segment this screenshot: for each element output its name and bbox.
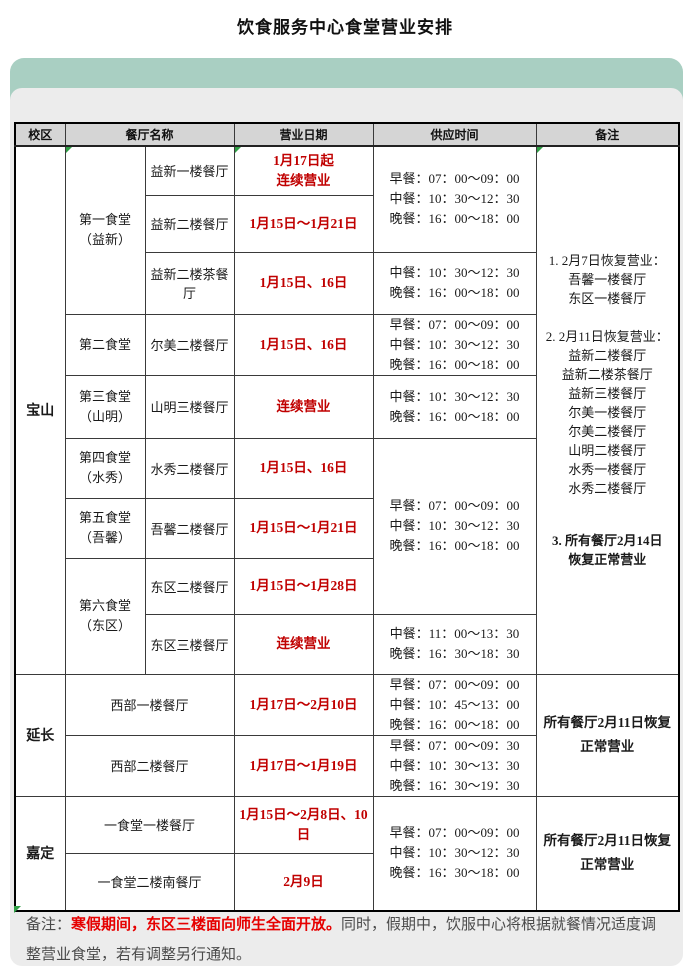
cell-campus-yanchang: 延长 bbox=[14, 673, 66, 797]
cell-hours-xibu-1f: 早餐：07：00～09：00 中餐：10：45～13：00 晚餐：16：00～1… bbox=[372, 673, 537, 736]
cell-date-yixin-1f: 1月17日起 连续营业 bbox=[233, 145, 374, 196]
cell-rest-yixin-2f-tea: 益新二楼茶餐厅 bbox=[144, 251, 235, 315]
header-remarks: 备注 bbox=[535, 122, 680, 147]
cell-rest-yixin-1f: 益新一楼餐厅 bbox=[144, 145, 235, 196]
cell-date-ermei-2f: 1月15日、16日 bbox=[233, 313, 374, 376]
cell-hours-yixin-tea: 中餐：10：30～12：30 晚餐：16：00～18：00 bbox=[372, 251, 537, 315]
table-header-row: 校区 餐厅名称 营业日期 供应时间 备注 bbox=[14, 122, 680, 147]
cell-canteen-5: 第五食堂 （吾馨） bbox=[64, 497, 146, 559]
footnote-prefix: 备注： bbox=[26, 916, 72, 933]
cell-date-xibu-2f: 1月17日～1月19日 bbox=[233, 734, 374, 797]
cell-remark-yanchang: 所有餐厅2月11日恢复 正常营业 bbox=[535, 673, 680, 797]
cell-rest-shanming-3f: 山明三楼餐厅 bbox=[144, 374, 235, 439]
cell-canteen-3: 第三食堂 （山明） bbox=[64, 374, 146, 439]
row-xibu-2f: 西部二楼餐厅 1月17日～1月19日 早餐：07：00～09：30 中餐：10：… bbox=[15, 734, 679, 797]
page-title: 饮食服务中心食堂营业安排 bbox=[237, 18, 453, 37]
cell-campus-baoshan: 宝山 bbox=[14, 145, 66, 675]
row-xibu-1f: 延长 西部一楼餐厅 1月17日～2月10日 早餐：07：00～09：00 中餐：… bbox=[14, 673, 680, 797]
cell-hours-xibu-2f: 早餐：07：00～09：30 中餐：10：30～13：30 晚餐：16：30～1… bbox=[372, 734, 537, 797]
cell-date-shanming-3f: 连续营业 bbox=[233, 374, 374, 439]
cell-remark-baoshan: 1. 2月7日恢复营业： 吾馨一楼餐厅 东区一楼餐厅 2. 2月11日恢复营业：… bbox=[535, 145, 680, 675]
cell-canteen-4: 第四食堂 （水秀） bbox=[64, 437, 146, 499]
cell-rest-xibu-2f: 西部二楼餐厅 bbox=[64, 734, 235, 797]
cell-hours-shanming: 中餐：10：30～12：30 晚餐：16：00～18：00 bbox=[372, 374, 537, 439]
cell-rest-wuxin-2f: 吾馨二楼餐厅 bbox=[144, 497, 235, 559]
remark-baoshan-items: 1. 2月7日恢复营业： 吾馨一楼餐厅 东区一楼餐厅 2. 2月11日恢复营业：… bbox=[545, 253, 669, 497]
cell-date-yishitang-2f-south: 2月9日 bbox=[233, 852, 374, 912]
cell-date-shuixiu-2f: 1月15日、16日 bbox=[233, 437, 374, 499]
cell-date-dongqu-2f: 1月15日～1月28日 bbox=[233, 557, 374, 615]
cell-rest-yixin-2f: 益新二楼餐厅 bbox=[144, 194, 235, 253]
cell-rest-yishitang-2f-south: 一食堂二楼南餐厅 bbox=[64, 852, 235, 912]
cell-canteen-6: 第六食堂 （东区） bbox=[64, 557, 146, 675]
row-yishitang-2f-south: 一食堂二楼南餐厅 2月9日 bbox=[15, 852, 679, 912]
row-dongqu-3f: 东区三楼餐厅 连续营业 中餐：11：00～13：30 晚餐：16：30～18：3… bbox=[15, 613, 679, 675]
cell-hours-dongqu-3f: 中餐：11：00～13：30 晚餐：16：30～18：30 bbox=[372, 613, 537, 675]
row-yixin-2f-tea: 益新二楼茶餐厅 1月15日、16日 中餐：10：30～12：30 晚餐：16：0… bbox=[15, 251, 679, 315]
schedule-table: 校区 餐厅名称 营业日期 供应时间 备注 宝山 第一食堂 （益新） 益新一楼餐厅… bbox=[14, 122, 681, 912]
cell-date-yishitang-1f: 1月15日～2月8日、10日 bbox=[233, 795, 374, 854]
footnote-rest: 同时，假期中，饮服中心将根据就餐情况适度调整营业食堂，若有调整另行通知。 bbox=[26, 916, 657, 963]
header-business-dates: 营业日期 bbox=[233, 122, 374, 147]
green-corner-mark bbox=[14, 906, 21, 913]
cell-remark-jiading: 所有餐厅2月11日恢复 正常营业 bbox=[535, 795, 680, 912]
row-yishitang-1f: 嘉定 一食堂一楼餐厅 1月15日～2月8日、10日 早餐：07：00～09：00… bbox=[14, 795, 680, 912]
cell-canteen-2: 第二食堂 bbox=[64, 313, 146, 376]
cell-rest-ermei-2f: 尔美二楼餐厅 bbox=[144, 313, 235, 376]
cell-hours-jiading: 早餐：07：00～09：00 中餐：10：30～12：30 晚餐：16：30～1… bbox=[372, 795, 537, 912]
row-ermei-2f: 第二食堂 尔美二楼餐厅 1月15日、16日 早餐：07：00～09：00 中餐：… bbox=[15, 313, 679, 376]
cell-rest-shuixiu-2f: 水秀二楼餐厅 bbox=[144, 437, 235, 499]
header-campus: 校区 bbox=[14, 122, 66, 147]
row-yixin-2f: 益新二楼餐厅 1月15日～1月21日 bbox=[15, 194, 679, 253]
header-service-hours: 供应时间 bbox=[372, 122, 537, 147]
cell-rest-dongqu-3f: 东区三楼餐厅 bbox=[144, 613, 235, 675]
remark-baoshan-bold-item: 3. 所有餐厅2月14日 恢复正常营业 bbox=[552, 533, 663, 568]
cell-hours-shared-baoshan: 早餐：07：00～09：00 中餐：10：30～12：30 晚餐：16：00～1… bbox=[372, 437, 537, 615]
cell-date-dongqu-3f: 连续营业 bbox=[233, 613, 374, 675]
cell-date-yixin-2f: 1月15日～1月21日 bbox=[233, 194, 374, 253]
cell-date-yixin-2f-tea: 1月15日、16日 bbox=[233, 251, 374, 315]
footnote-highlight: 寒假期间，东区三楼面向师生全面开放。 bbox=[71, 916, 342, 933]
row-wuxin-2f: 第五食堂 （吾馨） 吾馨二楼餐厅 1月15日～1月21日 bbox=[15, 497, 679, 559]
header-restaurant-name: 餐厅名称 bbox=[64, 122, 235, 147]
row-shuixiu-2f: 第四食堂 （水秀） 水秀二楼餐厅 1月15日、16日 早餐：07：00～09：0… bbox=[15, 437, 679, 615]
footnote: 备注：寒假期间，东区三楼面向师生全面开放。同时，假期中，饮服中心将根据就餐情况适… bbox=[26, 910, 671, 970]
cell-date-xibu-1f: 1月17日～2月10日 bbox=[233, 673, 374, 736]
cell-campus-jiading: 嘉定 bbox=[14, 795, 66, 912]
cell-rest-dongqu-2f: 东区二楼餐厅 bbox=[144, 557, 235, 615]
cell-rest-yishitang-1f: 一食堂一楼餐厅 bbox=[64, 795, 235, 854]
row-yixin-1f: 宝山 第一食堂 （益新） 益新一楼餐厅 1月17日起 连续营业 早餐：07：00… bbox=[14, 145, 680, 675]
cell-hours-yixin: 早餐：07：00～09：00 中餐：10：30～12：30 晚餐：16：00～1… bbox=[372, 145, 537, 253]
row-dongqu-2f: 第六食堂 （东区） 东区二楼餐厅 1月15日～1月28日 bbox=[15, 557, 679, 675]
cell-rest-xibu-1f: 西部一楼餐厅 bbox=[64, 673, 235, 736]
cell-canteen-1: 第一食堂 （益新） bbox=[64, 145, 146, 315]
cell-date-wuxin-2f: 1月15日～1月21日 bbox=[233, 497, 374, 559]
schedule-card: 校区 餐厅名称 营业日期 供应时间 备注 宝山 第一食堂 （益新） 益新一楼餐厅… bbox=[10, 88, 683, 966]
cell-hours-ermei: 早餐：07：00～09：00 中餐：10：30～12：30 晚餐：16：00～1… bbox=[372, 313, 537, 376]
